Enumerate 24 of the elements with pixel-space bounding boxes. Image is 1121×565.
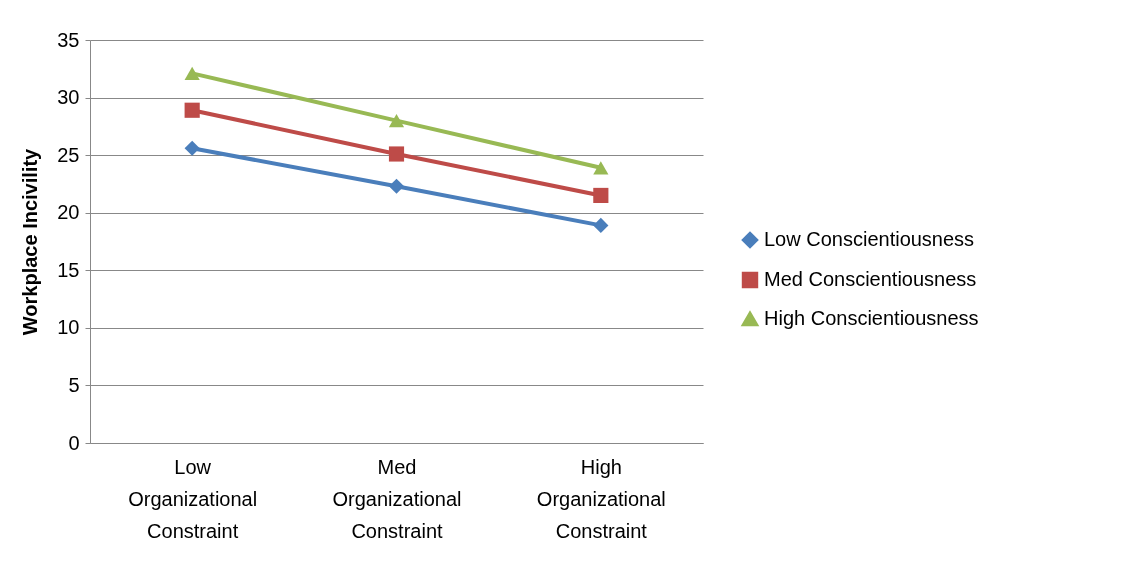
y-axis-title: Workplace Incivility	[19, 147, 42, 336]
point	[388, 178, 405, 194]
x-tick-label: High Organizational Constraint	[536, 455, 666, 542]
x-tick-label: Low Organizational Constraint	[128, 455, 258, 542]
point	[388, 114, 405, 128]
legend-label: Low Conscientiousness	[764, 228, 975, 250]
y-tick-label: 30	[57, 86, 80, 109]
y-tick-label: 20	[57, 201, 80, 224]
y-tick-label: 0	[68, 431, 80, 454]
y-tick-label: 25	[57, 143, 80, 166]
point	[593, 187, 609, 204]
point	[593, 161, 609, 175]
point	[184, 140, 200, 156]
y-tick-label: 5	[68, 373, 80, 396]
point	[184, 66, 200, 80]
y-tick-label: 35	[57, 28, 80, 51]
y-tick-label: 10	[57, 316, 80, 339]
point	[593, 217, 609, 233]
point	[184, 102, 200, 118]
y-tick-label: 15	[57, 258, 80, 281]
x-tick-label: Med Organizational Constraint	[332, 455, 462, 542]
legend-label: High Conscientiousness	[764, 307, 979, 329]
legend-label: Med Conscientiousness	[764, 268, 977, 290]
point	[388, 146, 405, 162]
